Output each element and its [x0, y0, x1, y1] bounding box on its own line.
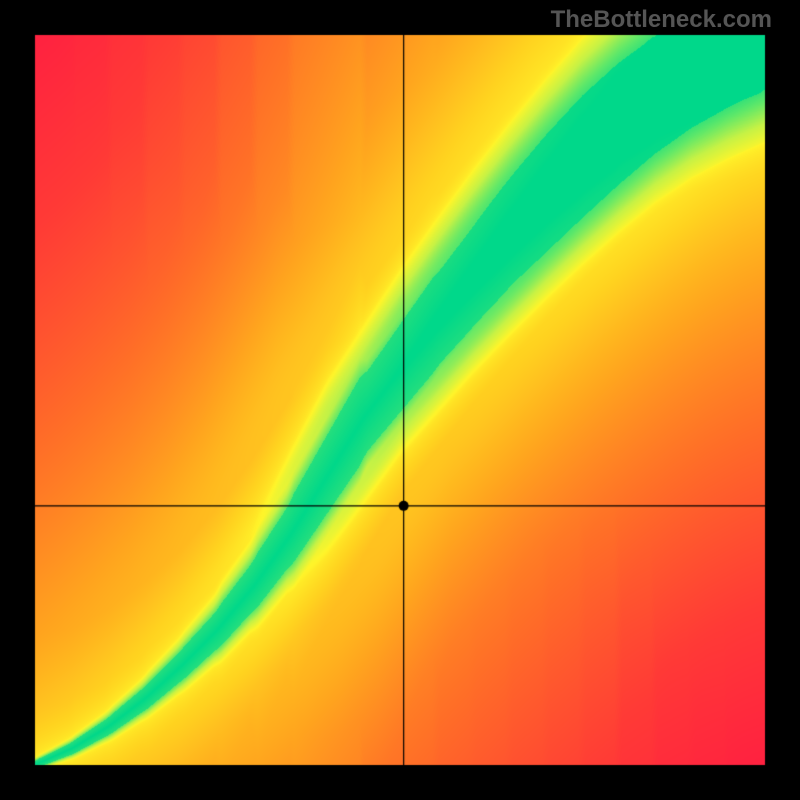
chart-container: TheBottleneck.com	[0, 0, 800, 800]
heatmap-canvas	[0, 0, 800, 800]
watermark-text: TheBottleneck.com	[551, 6, 772, 34]
